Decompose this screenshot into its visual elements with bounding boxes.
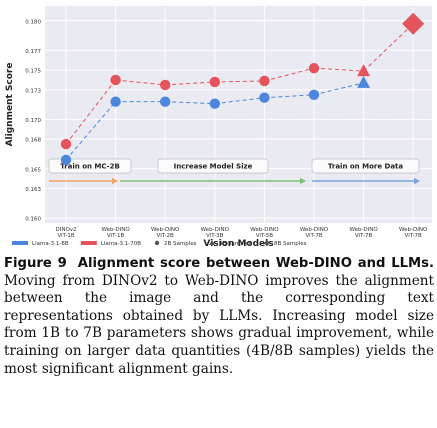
y-tick-label: 0.168	[25, 138, 41, 144]
series-connector	[313, 67, 364, 72]
x-tick-label-line1: Web-DINO	[201, 227, 230, 233]
y-tick-label: 0.175	[25, 69, 41, 75]
series-connector	[214, 80, 265, 83]
legend-label: Llama-3.1-8B	[32, 241, 69, 247]
x-tick-label-line1: Web-DINO	[151, 227, 180, 233]
x-tick-label-line2: ViT-7B	[355, 233, 373, 239]
phase-annotations: Train on MC-2B Increase Model Size Train o…	[48, 158, 420, 185]
phase-label: Train on More Data	[328, 163, 404, 171]
x-tick-label-line1: Web-DINO	[101, 227, 130, 233]
y-tick-label: 0.163	[25, 187, 41, 193]
series-connector	[214, 97, 265, 105]
y-tick-label: 0.165	[25, 167, 41, 173]
y-tick-label: 0.173	[25, 88, 41, 94]
legend: Llama-3.1-8B Llama-3.1-70B 2B Samples 4B Sa…	[12, 240, 307, 247]
series-connector	[165, 101, 215, 105]
caption-body: Moving from DINOv2 to Web-DINO improves …	[4, 272, 434, 377]
legend-marker-triangle	[209, 240, 215, 245]
x-tick-label-line2: ViT-5B	[256, 233, 274, 239]
series-connector	[65, 101, 116, 161]
series-connector	[165, 81, 215, 86]
phase-arrow-head	[112, 177, 118, 185]
data-point-circle	[209, 98, 220, 109]
x-tick-label-line2: ViT-2B	[157, 233, 175, 239]
data-point-circle	[160, 96, 171, 107]
y-tick-label: 0.177	[25, 49, 41, 55]
series-connector	[363, 23, 414, 72]
x-tick-label-line2: ViT-7B	[305, 233, 323, 239]
series-connector	[264, 67, 315, 82]
x-tick-label-line1: Web-DINO	[399, 227, 428, 233]
legend-marker-diamond	[264, 240, 270, 246]
phase-arrow-head	[300, 177, 306, 185]
phase-box	[311, 158, 420, 174]
x-tick-label-line2: ViT-1B	[57, 233, 75, 239]
phase-box	[157, 158, 269, 174]
series-connector	[115, 79, 166, 86]
phase-arrow-head	[414, 177, 420, 185]
legend-swatch	[80, 241, 97, 245]
y-tick-label: 0.160	[25, 217, 41, 223]
x-axis-label: Vision Models	[203, 239, 273, 249]
data-point-circle	[259, 75, 270, 87]
y-axis-label: Alignment Score	[5, 63, 15, 147]
x-tick-label-line2: ViT-1B	[107, 233, 125, 239]
caption-title: Alignment score between Web-DINO and LLM…	[77, 256, 434, 271]
x-tick-label-line1: Web-DINO	[250, 227, 279, 233]
legend-label: 2B Samples	[164, 241, 197, 247]
phase-label: Train on MC-2B	[60, 163, 120, 171]
x-tick-label-line1: DINOv2	[55, 227, 76, 233]
plot-background	[45, 6, 432, 223]
data-point-circle	[110, 74, 121, 86]
x-tick-label-line2: ViT-7B	[405, 233, 423, 239]
data-point-circle	[209, 76, 220, 88]
figure-caption: Figure 9 Alignment score between Web-DIN…	[4, 255, 434, 378]
data-point-circle	[110, 96, 121, 107]
data-point-circle	[160, 79, 171, 91]
data-point-circle	[259, 92, 270, 103]
data-point-circle	[60, 154, 72, 166]
caption-label: Figure 9	[4, 256, 67, 271]
connecting-lines	[65, 23, 414, 161]
data-markers	[60, 12, 425, 166]
y-axis-ticks: 0.160 0.163 0.165 0.168 0.170 0.173 0.175 0.177…	[25, 19, 41, 222]
phase-label: Increase Model Size	[174, 163, 253, 171]
legend-marker-circle	[154, 240, 160, 246]
alignment-score-chart: 0.160 0.163 0.165 0.168 0.170 0.173 0.175 0.177…	[5, 6, 432, 249]
x-tick-label-line1: Web-DINO	[349, 227, 378, 233]
series-connector	[313, 82, 364, 96]
series-connector	[264, 94, 315, 99]
legend-label: Llama-3.1-70B	[101, 241, 141, 247]
data-point-circle	[308, 62, 320, 74]
data-point-circle	[60, 138, 72, 150]
y-tick-label: 0.180	[25, 19, 41, 25]
data-point-triangle	[357, 64, 371, 77]
data-point-circle	[308, 89, 320, 100]
legend-swatch	[12, 241, 28, 245]
legend-label: 4B Samples	[219, 241, 252, 247]
legend-label: 8B Samples	[274, 241, 307, 247]
data-point-triangle	[357, 75, 371, 88]
x-tick-label-line2: ViT-3B	[206, 233, 224, 239]
grid-lines	[45, 6, 432, 223]
x-axis-ticks: DINOv2ViT-1BWeb-DINOViT-1BWeb-DINOViT-2B…	[55, 227, 428, 239]
data-point-diamond	[402, 12, 425, 35]
x-tick-label-line1: Web-DINO	[300, 227, 329, 233]
y-tick-label: 0.170	[25, 118, 41, 124]
